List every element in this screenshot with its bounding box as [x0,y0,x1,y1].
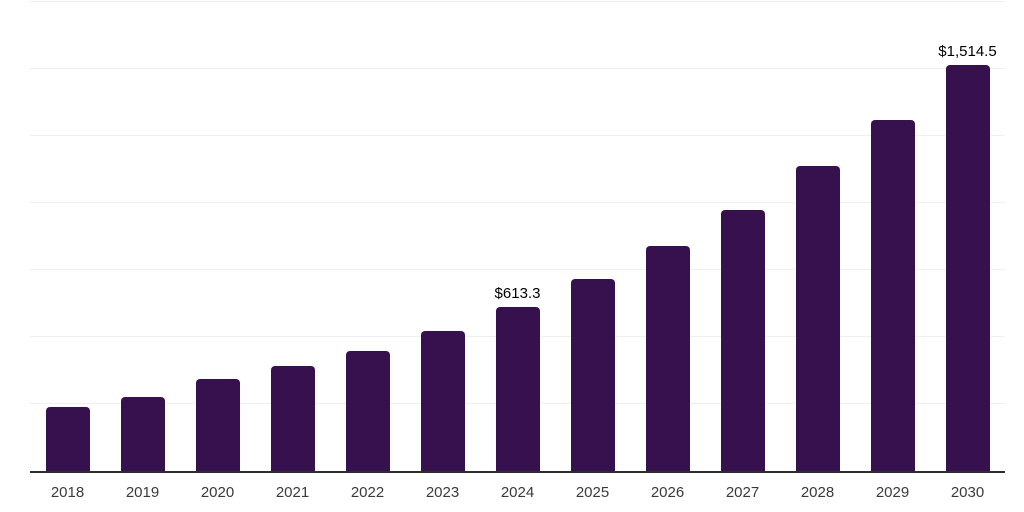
x-tick-label-2023: 2023 [425,484,460,501]
bar-slot-2023 [405,2,480,471]
bar-slot-2028 [780,2,855,471]
bar-2021 [270,366,315,471]
bar-2023 [420,330,465,471]
x-tick-label-2021: 2021 [275,484,310,501]
data-label-2030: $1,514.5 [938,43,997,61]
gridline-1750 [30,1,1005,2]
x-tick-label-2024: 2024 [500,484,535,501]
gridline-750 [30,269,1005,270]
x-tick-label-2027: 2027 [725,484,760,501]
data-label-2024: $613.3 [494,284,541,302]
bar-slot-2019 [105,2,180,471]
bar-slot-2018 [30,2,105,471]
bar-slot-2030: $1,514.5 [930,2,1005,471]
bar-2028 [795,166,840,471]
gridline-1000 [30,202,1005,203]
x-tick-label-2029: 2029 [875,484,910,501]
x-tick-label-2028: 2028 [800,484,835,501]
bar-slot-2026 [630,2,705,471]
x-tick-label-2030: 2030 [950,484,985,501]
x-tick-label-2026: 2026 [650,484,685,501]
bar-2020 [195,378,240,471]
bar-slot-2020 [180,2,255,471]
x-tick-label-2018: 2018 [50,484,85,501]
gridline-1250 [30,135,1005,136]
bar-slot-2027 [705,2,780,471]
gridline-1500 [30,68,1005,69]
bar-2025 [570,278,615,471]
bar-slot-2021 [255,2,330,471]
bar-slot-2024: $613.3 [480,2,555,471]
bar-slot-2025 [555,2,630,471]
x-axis-labels: 2018 2019 2020 2021 2022 2023 2024 2025 2026 2027… [30,482,1005,504]
x-tick-label-2025: 2025 [575,484,610,501]
bar-2029 [870,120,915,471]
bar-2019 [120,396,165,471]
bar-2026 [645,245,690,471]
bar-2024 [495,306,540,471]
bar-2027 [720,210,765,471]
bar-2022 [345,351,390,471]
bar-slot-2022 [330,2,405,471]
x-tick-label-2020: 2020 [200,484,235,501]
bar-2030 [945,65,990,471]
bar-slot-2029 [855,2,930,471]
plot-area: $613.3 $1,514.5 [30,1,1005,473]
x-tick-label-2022: 2022 [350,484,385,501]
x-tick-label-2019: 2019 [125,484,160,501]
x-axis-line [30,471,1005,473]
bar-2018 [45,407,90,471]
bars-layer: $613.3 $1,514.5 [30,2,1005,471]
